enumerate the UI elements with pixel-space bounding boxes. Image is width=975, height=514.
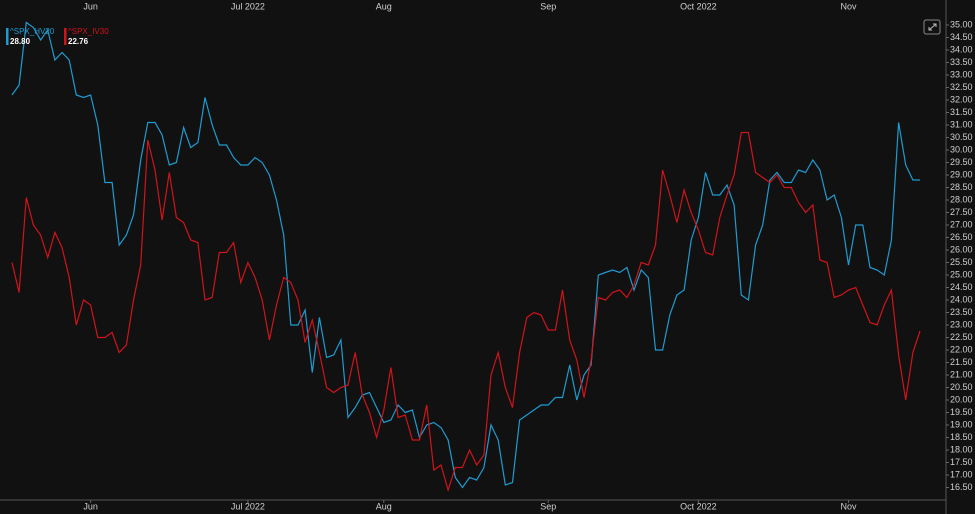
- series-line: [11, 21, 920, 489]
- y-tick-label: 28.00: [950, 194, 973, 204]
- y-tick-label: 32.00: [950, 94, 973, 104]
- y-tick-label: 28.50: [950, 182, 973, 192]
- y-tick-label: 18.00: [950, 444, 973, 454]
- y-tick-label: 19.50: [950, 407, 973, 417]
- y-tick-label: 22.50: [950, 332, 973, 342]
- y-tick-label: 19.00: [950, 419, 973, 429]
- y-tick-label: 24.00: [950, 294, 973, 304]
- x-tick-label-top: Sep: [540, 1, 556, 11]
- legend-swatch: [6, 28, 9, 45]
- expand-button[interactable]: [923, 19, 941, 35]
- y-tick-label: 33.50: [950, 57, 973, 67]
- y-tick-label: 20.00: [950, 394, 973, 404]
- y-tick-label: 27.00: [950, 219, 973, 229]
- y-tick-label: 21.50: [950, 357, 973, 367]
- y-tick-label: 35.00: [950, 19, 973, 29]
- legend-name: ^SPX_HV20: [10, 27, 55, 36]
- y-tick-label: 34.50: [950, 32, 973, 42]
- expand-icon[interactable]: [928, 23, 937, 31]
- y-tick-label: 31.00: [950, 119, 973, 129]
- y-tick-label: 16.50: [950, 482, 973, 492]
- y-tick-label: 23.50: [950, 307, 973, 317]
- x-tick-label-top: Nov: [840, 1, 857, 11]
- y-tick-label: 30.50: [950, 132, 973, 142]
- y-tick-label: 30.00: [950, 144, 973, 154]
- y-tick-label: 25.00: [950, 269, 973, 279]
- x-tick-label-top: Oct 2022: [680, 1, 717, 11]
- y-tick-label: 21.00: [950, 369, 973, 379]
- x-tick-label: Oct 2022: [680, 501, 717, 511]
- x-tick-label: Aug: [376, 501, 392, 511]
- legend-value: 22.76: [68, 37, 89, 46]
- x-tick-label: Nov: [840, 501, 857, 511]
- y-tick-label: 29.00: [950, 169, 973, 179]
- x-tick-label-top: Jul 2022: [231, 1, 265, 11]
- y-tick-label: 23.00: [950, 319, 973, 329]
- y-tick-label: 24.50: [950, 282, 973, 292]
- x-tick-label: Jun: [83, 501, 98, 511]
- y-tick-label: 33.00: [950, 69, 973, 79]
- x-tick-label: Sep: [540, 501, 556, 511]
- y-tick-label: 26.50: [950, 232, 973, 242]
- y-tick-label: 31.50: [950, 107, 973, 117]
- legend-value: 28.80: [10, 37, 31, 46]
- x-tick-label-top: Aug: [376, 1, 392, 11]
- y-tick-label: 29.50: [950, 157, 973, 167]
- y-tick-label: 17.00: [950, 469, 973, 479]
- y-tick-label: 34.00: [950, 44, 973, 54]
- y-tick-label: 17.50: [950, 457, 973, 467]
- legend-name: ^SPX_IV30: [68, 27, 109, 36]
- y-tick-label: 32.50: [950, 82, 973, 92]
- legend-swatch: [64, 28, 67, 45]
- y-tick-label: 20.50: [950, 382, 973, 392]
- x-tick-label: Jul 2022: [231, 501, 265, 511]
- y-tick-label: 25.50: [950, 257, 973, 267]
- y-tick-label: 18.50: [950, 432, 973, 442]
- y-tick-label: 27.50: [950, 207, 973, 217]
- y-tick-label: 22.00: [950, 344, 973, 354]
- y-tick-label: 26.00: [950, 244, 973, 254]
- x-tick-label-top: Jun: [83, 1, 98, 11]
- series-line: [11, 131, 921, 493]
